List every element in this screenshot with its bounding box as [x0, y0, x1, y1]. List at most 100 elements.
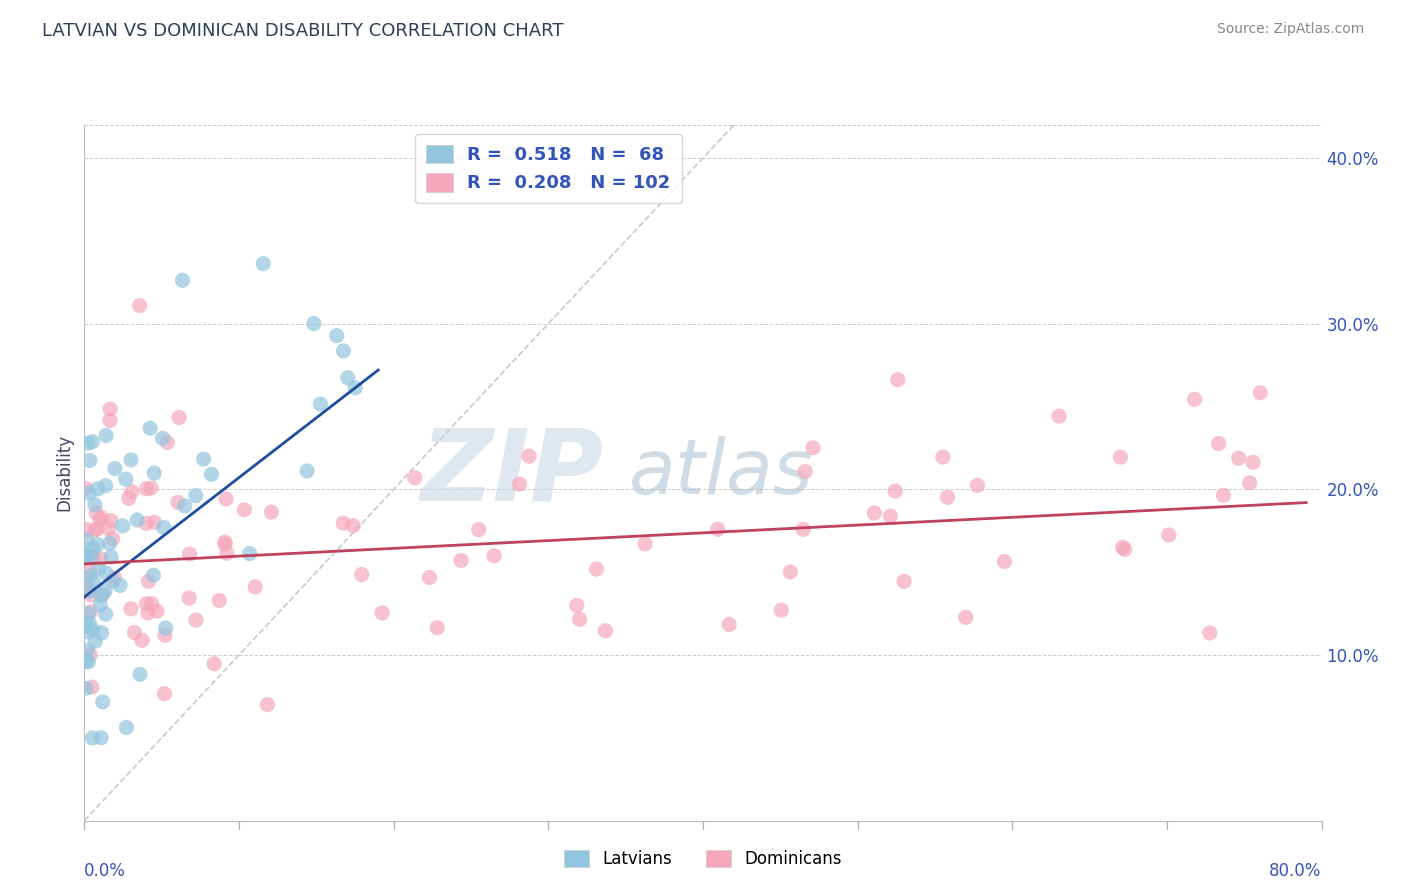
Point — [80, 680, 103, 694]
Point — [100, 513, 122, 527]
Point — [75, 579, 97, 593]
Point — [260, 505, 283, 519]
Point — [120, 453, 142, 467]
Point — [129, 667, 152, 681]
Point — [90, 625, 112, 640]
Point — [184, 613, 207, 627]
Point — [309, 397, 332, 411]
Point — [302, 317, 325, 331]
Point — [97, 521, 120, 535]
Point — [344, 381, 367, 395]
Text: 80.0%: 80.0% — [1270, 862, 1322, 880]
Point — [634, 537, 657, 551]
Point — [863, 506, 886, 520]
Point — [86, 537, 108, 551]
Point — [82, 731, 104, 745]
Point — [426, 621, 449, 635]
Point — [508, 477, 530, 491]
Point — [371, 606, 394, 620]
Point — [243, 580, 266, 594]
Point — [482, 549, 505, 563]
Point — [75, 681, 97, 696]
Point — [76, 533, 98, 547]
Point — [1212, 488, 1234, 502]
Point — [932, 450, 955, 464]
Point — [325, 328, 347, 343]
Point — [233, 503, 256, 517]
Point — [75, 482, 97, 496]
Point — [1208, 436, 1230, 450]
Point — [77, 625, 100, 640]
Point — [94, 479, 117, 493]
Point — [79, 569, 101, 583]
Point — [94, 583, 117, 598]
Point — [172, 273, 194, 287]
Point — [127, 513, 149, 527]
Point — [83, 551, 105, 566]
Point — [706, 522, 728, 536]
Point — [419, 570, 441, 584]
Point — [89, 598, 111, 612]
Point — [101, 574, 124, 589]
Point — [153, 628, 176, 642]
Point — [104, 461, 127, 475]
Point — [76, 523, 98, 537]
Point — [153, 687, 176, 701]
Point — [114, 472, 136, 486]
Point — [136, 606, 159, 620]
Point — [135, 516, 157, 531]
Point — [90, 589, 112, 603]
Point — [146, 604, 169, 618]
Point — [91, 695, 114, 709]
Point — [1241, 455, 1264, 469]
Point — [450, 553, 472, 567]
Point — [332, 516, 354, 531]
Point — [1111, 541, 1133, 555]
Point — [84, 506, 107, 520]
Point — [90, 552, 112, 566]
Point — [1249, 385, 1271, 400]
Point — [121, 484, 143, 499]
Point — [77, 615, 100, 630]
Point — [350, 567, 373, 582]
Point — [1157, 528, 1180, 542]
Point — [595, 624, 617, 638]
Text: Source: ZipAtlas.com: Source: ZipAtlas.com — [1216, 22, 1364, 37]
Point — [167, 410, 190, 425]
Point — [101, 532, 124, 546]
Point — [1184, 392, 1206, 407]
Point — [801, 441, 824, 455]
Point — [143, 466, 166, 480]
Point — [215, 491, 238, 506]
Point — [77, 486, 100, 500]
Point — [139, 481, 162, 495]
Point — [115, 721, 138, 735]
Point — [79, 564, 101, 578]
Point — [75, 548, 97, 562]
Point — [936, 490, 959, 504]
Point — [792, 522, 814, 536]
Point — [118, 491, 141, 506]
Point — [138, 574, 160, 589]
Point — [120, 601, 142, 615]
Point — [179, 547, 201, 561]
Text: atlas: atlas — [628, 436, 813, 509]
Point — [955, 610, 977, 624]
Point — [128, 299, 150, 313]
Point — [76, 436, 98, 450]
Point — [75, 616, 97, 631]
Point — [82, 541, 104, 556]
Point — [124, 625, 146, 640]
Point — [568, 612, 591, 626]
Point — [718, 617, 741, 632]
Point — [100, 549, 122, 564]
Legend: R =  0.518   N =  68, R =  0.208   N = 102: R = 0.518 N = 68, R = 0.208 N = 102 — [415, 134, 682, 203]
Point — [82, 623, 104, 637]
Point — [1198, 626, 1220, 640]
Point — [94, 428, 117, 442]
Point — [79, 453, 101, 467]
Point — [80, 549, 103, 563]
Point — [252, 256, 274, 270]
Text: ZIP: ZIP — [420, 425, 605, 521]
Point — [1109, 450, 1132, 464]
